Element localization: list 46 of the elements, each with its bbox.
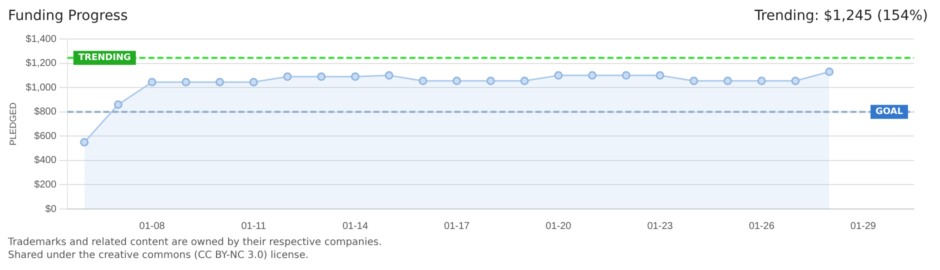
point	[757, 76, 766, 86]
y-tick-label: $800	[34, 106, 57, 118]
point	[384, 71, 394, 80]
chart-title: Funding Progress	[8, 8, 128, 24]
point	[656, 71, 664, 80]
point	[216, 78, 224, 86]
y-tick-label: $1,000	[26, 82, 57, 94]
y-tick-label: $1,200	[26, 58, 57, 70]
point	[486, 76, 495, 86]
point	[80, 138, 89, 146]
point	[622, 71, 630, 80]
y-tick-label: $600	[34, 130, 57, 142]
point	[317, 72, 326, 81]
point	[452, 76, 462, 86]
x-tick-label: 01-26	[748, 220, 775, 232]
text: Trademarks and related content are owned by their respective companies.	[8, 237, 382, 248]
point	[114, 100, 122, 109]
ref-line-label: GOAL	[876, 107, 904, 118]
point	[825, 68, 834, 76]
x-tick-label: 01-23	[647, 220, 674, 232]
text: Trending: $1,245 (154%)	[754, 8, 928, 24]
x-tick-label: 01-11	[241, 220, 266, 232]
point	[690, 76, 698, 86]
point	[148, 78, 156, 86]
y-tick-label: $1,400	[26, 34, 57, 45]
x-tick-label: 01-17	[444, 220, 470, 232]
x-tick-label: 01-29	[850, 220, 876, 232]
point	[520, 76, 529, 86]
x-tick-label: 01-20	[546, 220, 572, 232]
point	[249, 78, 258, 86]
point	[283, 72, 292, 81]
y-axis-title: PLEDGED	[8, 102, 18, 146]
point	[723, 76, 732, 86]
x-tick-label: 01-14	[342, 220, 368, 232]
y-tick-label: $0	[45, 204, 57, 215]
point	[554, 71, 563, 80]
point	[182, 78, 190, 86]
point	[418, 76, 428, 86]
x-tick-label: 01-08	[139, 220, 166, 232]
point	[791, 76, 800, 86]
point	[588, 71, 597, 80]
y-tick-label: $400	[34, 155, 57, 166]
text: Shared under the creative commons (CC BY-NC 3.0) license.	[8, 250, 309, 261]
point	[350, 72, 360, 81]
y-tick-label: $200	[34, 179, 57, 190]
ref-line-label: TRENDING	[78, 53, 131, 64]
